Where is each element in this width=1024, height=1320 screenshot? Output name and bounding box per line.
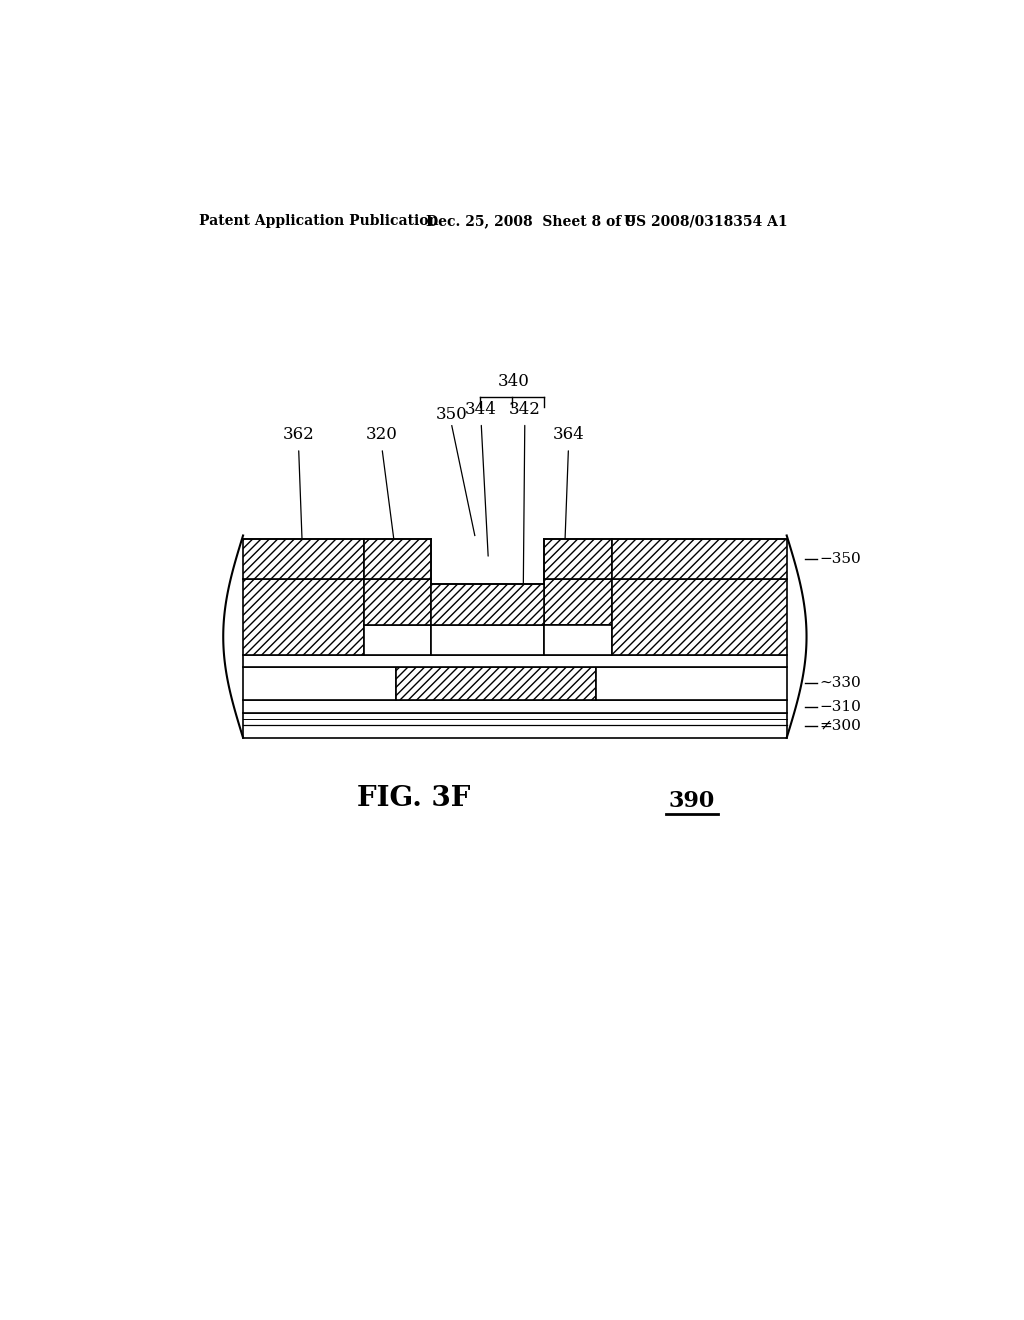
Bar (544, 624, 612, 656)
Bar (431, 624, 544, 656)
Bar (431, 585, 544, 624)
Bar (365, 624, 431, 656)
Bar (612, 539, 786, 579)
Bar (243, 713, 786, 738)
Text: 320: 320 (366, 426, 398, 444)
Bar (365, 539, 431, 579)
Bar (544, 579, 612, 624)
Text: ≠300: ≠300 (819, 718, 861, 733)
Text: 344: 344 (465, 400, 497, 417)
Text: −350: −350 (819, 552, 861, 566)
Text: US 2008/0318354 A1: US 2008/0318354 A1 (624, 214, 787, 228)
Text: 340: 340 (498, 374, 529, 391)
Text: 364: 364 (553, 426, 585, 444)
Bar (243, 656, 786, 667)
Text: 362: 362 (283, 426, 314, 444)
Text: Dec. 25, 2008  Sheet 8 of 9: Dec. 25, 2008 Sheet 8 of 9 (426, 214, 635, 228)
Text: ∼330: ∼330 (819, 676, 861, 690)
Text: 342: 342 (509, 400, 541, 417)
Bar (243, 667, 396, 700)
Text: 350: 350 (436, 405, 468, 422)
Bar (612, 579, 786, 656)
Bar (396, 667, 596, 700)
Text: −310: −310 (819, 700, 861, 714)
Bar (365, 579, 431, 624)
Bar (596, 667, 786, 700)
Bar (243, 579, 365, 656)
Bar (243, 539, 365, 579)
Text: 390: 390 (669, 789, 715, 812)
Bar (243, 700, 786, 713)
Bar (544, 539, 612, 579)
Text: Patent Application Publication: Patent Application Publication (200, 214, 439, 228)
Text: FIG. 3F: FIG. 3F (357, 785, 470, 812)
